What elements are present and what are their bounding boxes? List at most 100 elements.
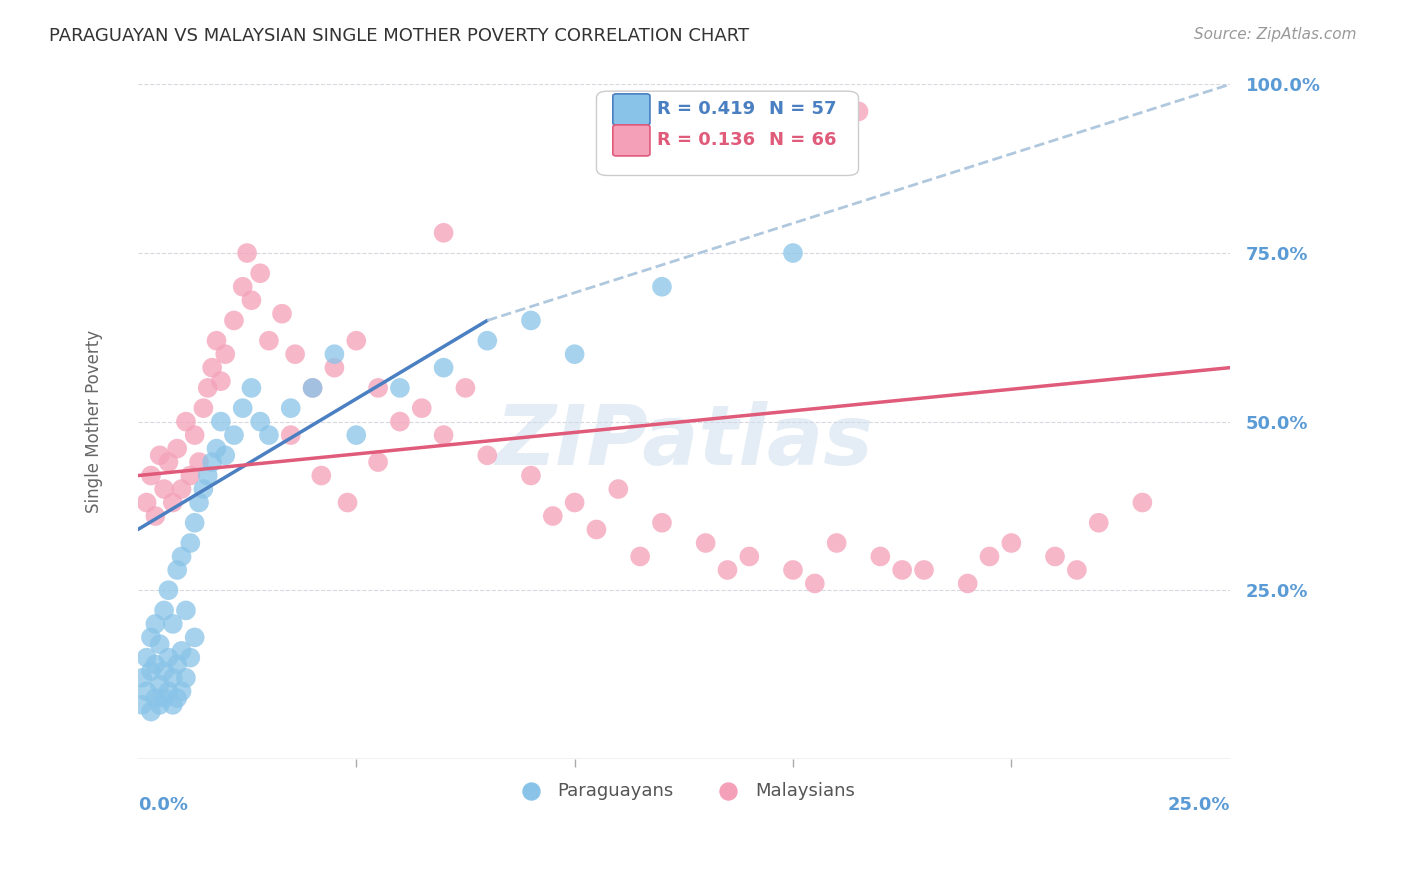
Point — [166, 657, 188, 672]
Text: R = 0.419: R = 0.419 — [657, 101, 755, 119]
Point — [166, 563, 188, 577]
Point — [153, 482, 176, 496]
Point — [222, 428, 245, 442]
Point — [170, 684, 193, 698]
Text: R = 0.136: R = 0.136 — [657, 131, 755, 150]
Point — [153, 664, 176, 678]
Point — [162, 495, 184, 509]
Point — [236, 246, 259, 260]
Point — [222, 313, 245, 327]
Point — [157, 650, 180, 665]
Point — [166, 442, 188, 456]
Point — [1087, 516, 1109, 530]
Point — [201, 360, 224, 375]
Point — [433, 226, 456, 240]
Point — [153, 691, 176, 706]
Point — [344, 334, 367, 348]
Point — [280, 428, 302, 442]
Point — [249, 266, 271, 280]
FancyBboxPatch shape — [613, 94, 650, 125]
Point — [825, 536, 848, 550]
Point — [139, 468, 162, 483]
Point — [979, 549, 1001, 564]
Point — [411, 401, 433, 416]
Legend: Paraguayans, Malaysians: Paraguayans, Malaysians — [505, 774, 862, 807]
Point — [695, 536, 717, 550]
Point — [607, 482, 630, 496]
Point — [240, 381, 263, 395]
Point — [759, 104, 782, 119]
Text: ZIPatlas: ZIPatlas — [495, 401, 873, 483]
Point — [257, 428, 280, 442]
Point — [956, 576, 979, 591]
Point — [135, 650, 157, 665]
Point — [166, 691, 188, 706]
Point — [149, 698, 172, 712]
Point — [891, 563, 914, 577]
Point — [205, 334, 228, 348]
Point — [344, 428, 367, 442]
Point — [162, 671, 184, 685]
Point — [520, 468, 543, 483]
FancyBboxPatch shape — [613, 125, 650, 156]
Point — [183, 516, 205, 530]
Point — [232, 279, 254, 293]
Point — [157, 684, 180, 698]
Point — [1132, 495, 1154, 509]
Text: 0.0%: 0.0% — [138, 796, 188, 814]
Point — [433, 360, 456, 375]
Point — [183, 428, 205, 442]
Point — [139, 705, 162, 719]
Point — [149, 448, 172, 462]
Point — [179, 468, 201, 483]
Point — [170, 644, 193, 658]
Point — [804, 576, 827, 591]
Point — [201, 455, 224, 469]
Point — [585, 523, 607, 537]
Point — [336, 495, 359, 509]
Point — [848, 104, 870, 119]
Point — [157, 455, 180, 469]
Point — [179, 650, 201, 665]
Point — [188, 455, 211, 469]
Point — [738, 549, 761, 564]
Point — [174, 415, 197, 429]
Point — [782, 246, 804, 260]
Point — [183, 631, 205, 645]
Point — [433, 428, 456, 442]
Point — [388, 381, 411, 395]
Point — [1066, 563, 1088, 577]
Point — [205, 442, 228, 456]
Point — [214, 347, 236, 361]
Point — [323, 347, 346, 361]
Point — [197, 381, 219, 395]
Text: Source: ZipAtlas.com: Source: ZipAtlas.com — [1194, 27, 1357, 42]
Point — [716, 563, 738, 577]
Point — [135, 684, 157, 698]
Point — [153, 603, 176, 617]
Point — [174, 671, 197, 685]
FancyBboxPatch shape — [596, 91, 859, 176]
Point — [477, 448, 499, 462]
Point — [179, 536, 201, 550]
Point — [197, 468, 219, 483]
Point — [257, 334, 280, 348]
Point — [131, 698, 153, 712]
Point — [193, 401, 215, 416]
Point — [628, 549, 651, 564]
Text: Single Mother Poverty: Single Mother Poverty — [86, 330, 103, 513]
Text: N = 57: N = 57 — [769, 101, 837, 119]
Point — [284, 347, 307, 361]
Point — [143, 508, 166, 523]
Point — [477, 334, 499, 348]
Point — [209, 374, 232, 388]
Point — [541, 508, 564, 523]
Point — [520, 313, 543, 327]
Point — [240, 293, 263, 308]
Point — [214, 448, 236, 462]
Point — [651, 279, 673, 293]
Point — [367, 381, 389, 395]
Point — [249, 415, 271, 429]
Point — [1000, 536, 1022, 550]
Point — [193, 482, 215, 496]
